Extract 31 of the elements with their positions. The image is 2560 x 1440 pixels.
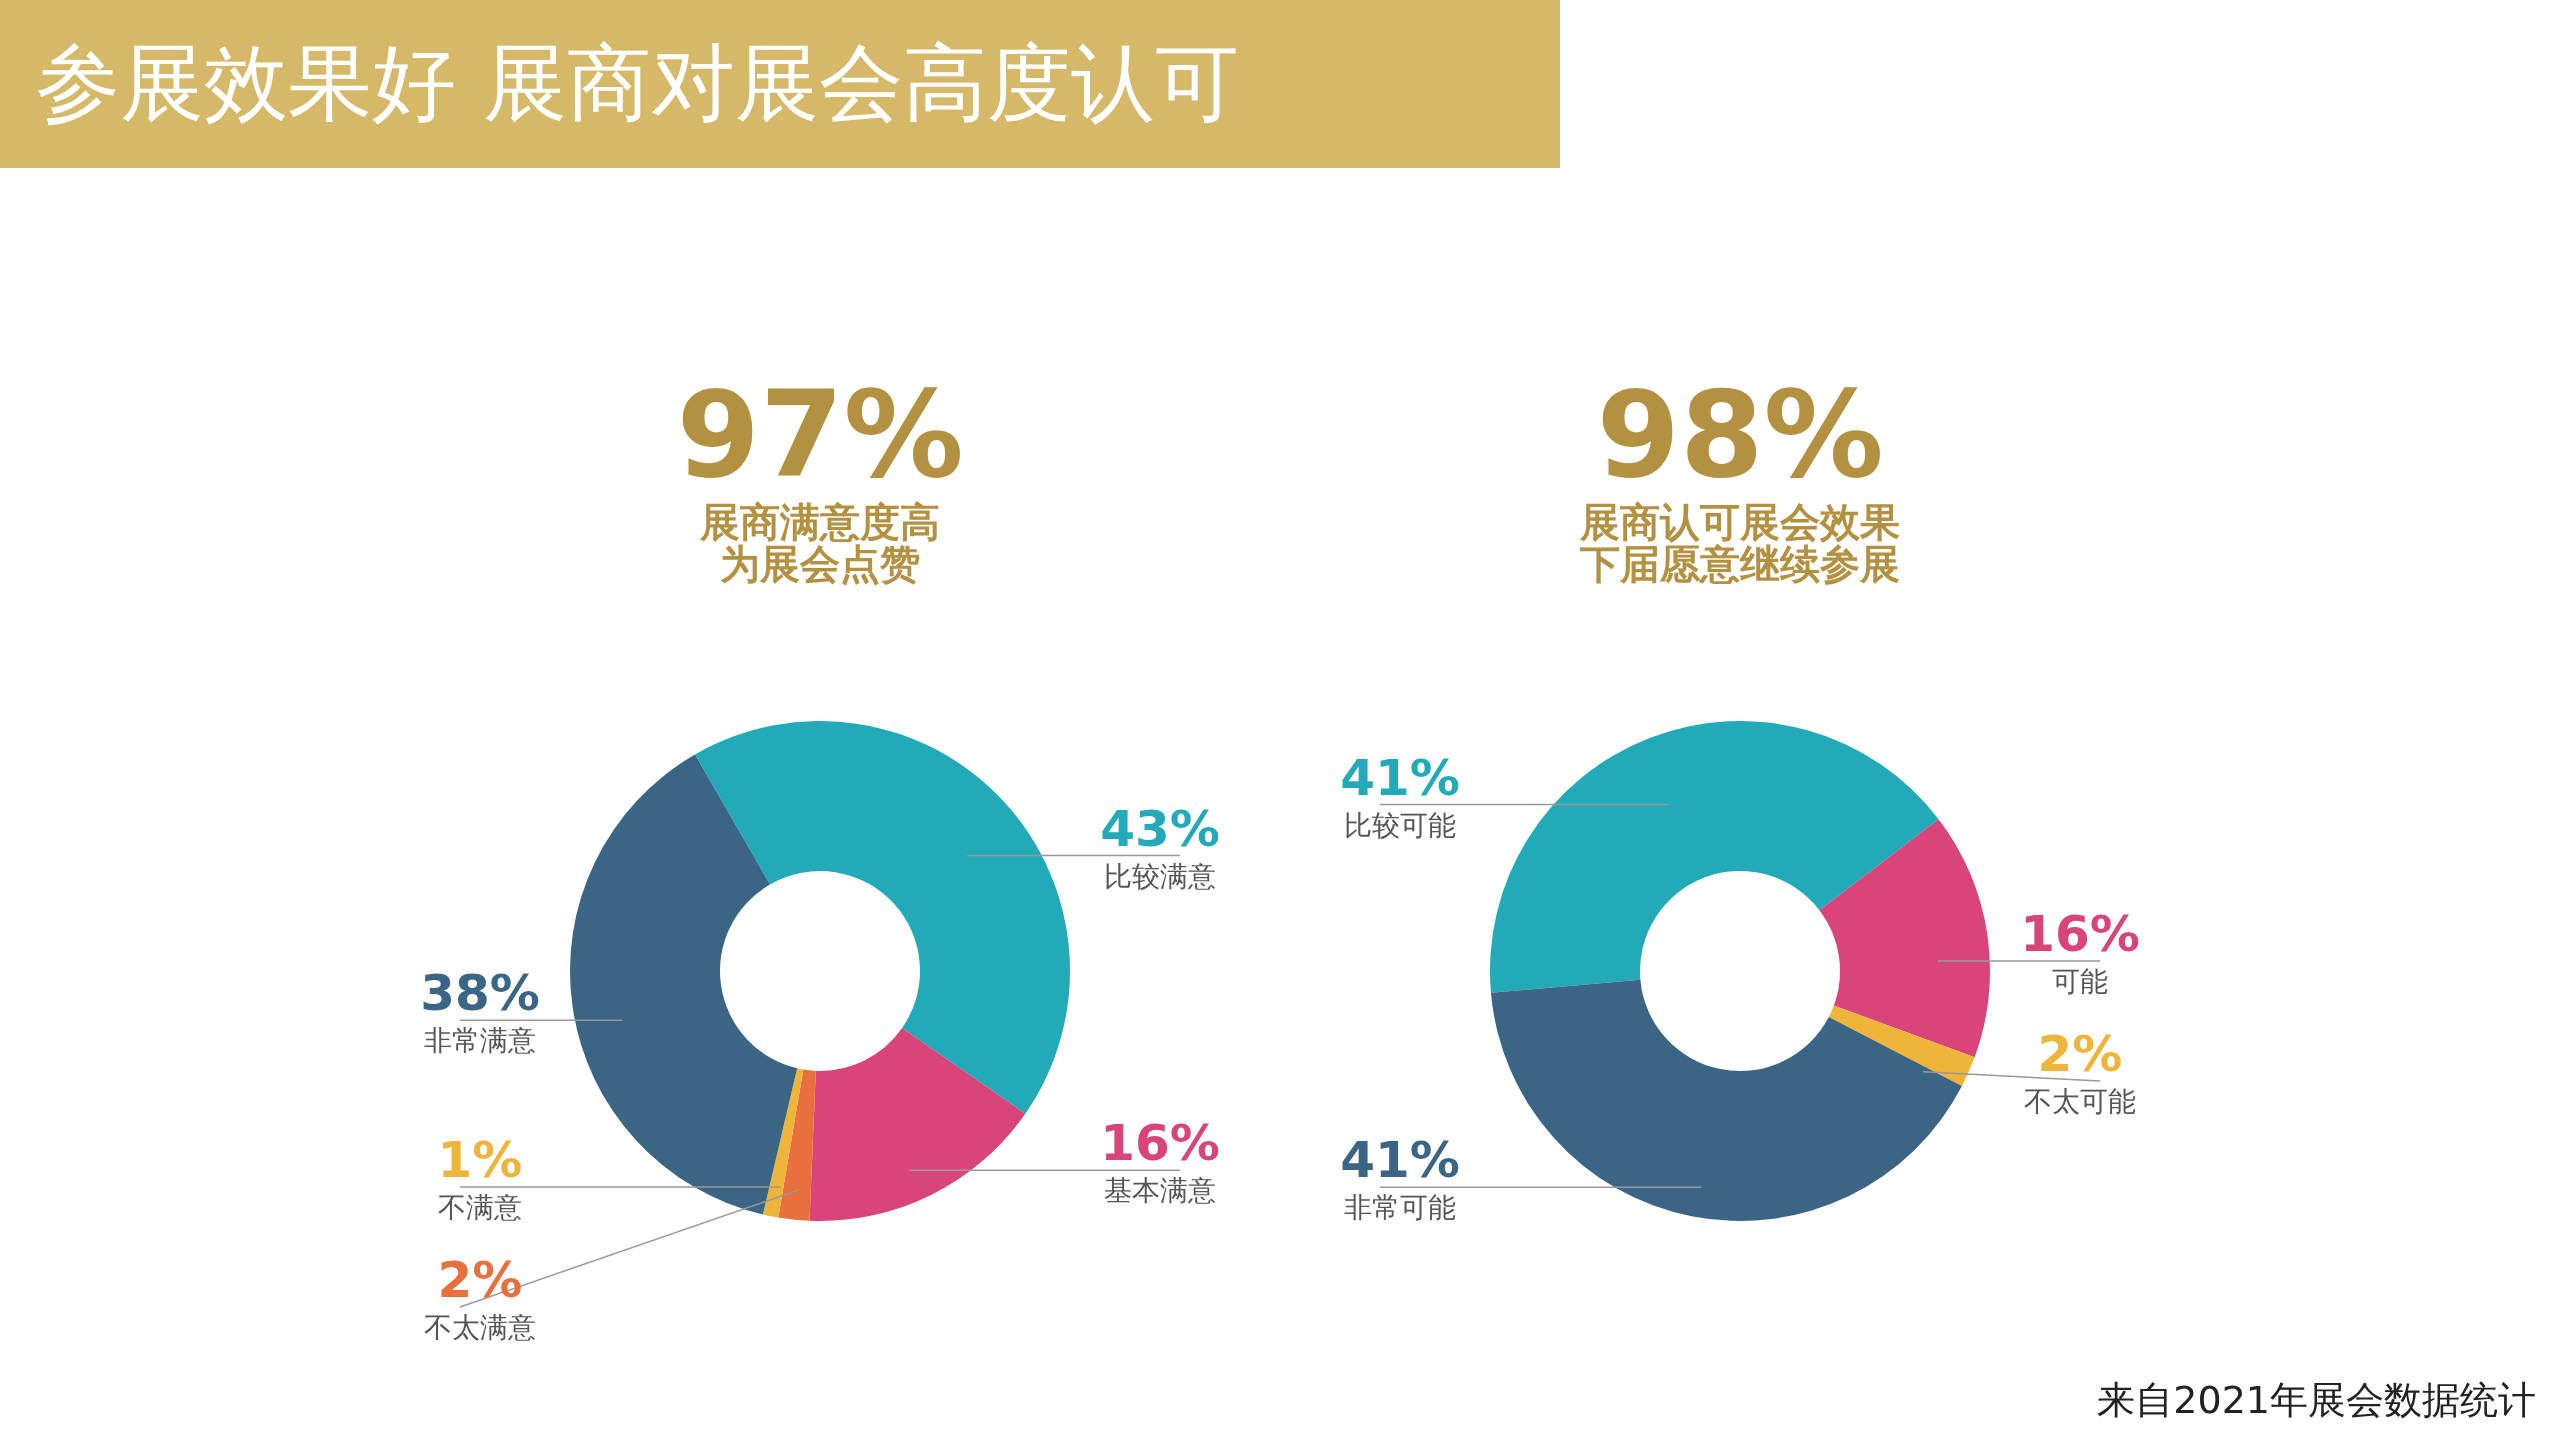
donut-slice — [1490, 979, 1962, 1221]
text: 参展效果好 展商对展会高度认可 — [36, 33, 1239, 134]
donut-slice — [809, 1028, 1026, 1221]
data-label: 38% — [420, 964, 540, 1023]
slice-label: 不太可能 — [2024, 1085, 2136, 1119]
donut-slice — [778, 1069, 816, 1221]
slice-label: 基本满意 — [1104, 1174, 1216, 1208]
data-label: 43% — [1100, 799, 1220, 858]
data-label: 41% — [1340, 1131, 1460, 1190]
donut-slice — [1828, 1005, 1975, 1087]
slice-label: 可能 — [2052, 965, 2108, 999]
text: 来自2021年展会数据统计 — [2097, 1378, 2536, 1422]
chart-subtitle: 展商满意度高为展会点赞 — [699, 499, 940, 587]
donut-slice — [1819, 819, 1990, 1058]
data-label: 41% — [1340, 748, 1460, 807]
data-label: 2% — [437, 1251, 523, 1310]
chart-subtitle: 展商认可展会效果下届愿意继续参展 — [1579, 499, 1900, 587]
data-label: 16% — [2020, 905, 2140, 964]
slice-label: 非常可能 — [1344, 1191, 1456, 1225]
slice-label: 比较可能 — [1344, 808, 1456, 842]
donut-slice — [762, 1068, 804, 1218]
data-label: 16% — [1100, 1114, 1220, 1173]
data-label: 2% — [2037, 1025, 2123, 1084]
slice-label: 比较满意 — [1104, 859, 1216, 893]
slice-label: 不太满意 — [424, 1311, 536, 1345]
slice-label: 非常满意 — [424, 1024, 536, 1058]
donut-slice — [570, 754, 798, 1215]
slice-label: 不满意 — [438, 1191, 522, 1225]
data-label: 1% — [437, 1131, 523, 1190]
donut-slice — [695, 721, 1070, 1114]
donut-slice — [1490, 721, 1939, 993]
